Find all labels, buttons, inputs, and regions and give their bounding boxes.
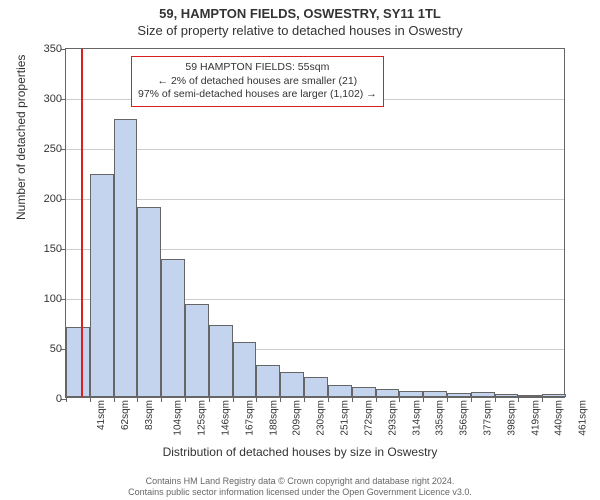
xtick-mark bbox=[233, 397, 234, 402]
histogram-bar bbox=[304, 377, 328, 397]
ytick-label: 0 bbox=[56, 393, 62, 405]
xtick-label: 62sqm bbox=[120, 400, 131, 430]
xtick-mark bbox=[209, 397, 210, 402]
annotation-box: 59 HAMPTON FIELDS: 55sqm← 2% of detached… bbox=[131, 56, 384, 107]
xtick-label: 83sqm bbox=[144, 400, 155, 430]
histogram-bar bbox=[495, 394, 519, 397]
histogram-bar bbox=[209, 325, 233, 397]
xtick-label: 230sqm bbox=[316, 400, 327, 436]
xtick-mark bbox=[161, 397, 162, 402]
xtick-label: 293sqm bbox=[387, 400, 398, 436]
annotation-line-2: ← 2% of detached houses are smaller (21) bbox=[138, 75, 377, 89]
ytick-label: 350 bbox=[44, 43, 62, 55]
xtick-label: 272sqm bbox=[363, 400, 374, 436]
histogram-bar bbox=[137, 207, 161, 397]
copyright-footer: Contains HM Land Registry data © Crown c… bbox=[0, 476, 600, 499]
histogram-bar bbox=[114, 119, 138, 397]
gridline bbox=[66, 199, 564, 200]
xtick-label: 461sqm bbox=[578, 400, 589, 436]
xtick-label: 251sqm bbox=[340, 400, 351, 436]
xtick-label: 125sqm bbox=[197, 400, 208, 436]
histogram-bar bbox=[90, 174, 114, 397]
xtick-mark bbox=[376, 397, 377, 402]
xtick-mark bbox=[328, 397, 329, 402]
xtick-label: 335sqm bbox=[435, 400, 446, 436]
xtick-label: 398sqm bbox=[506, 400, 517, 436]
xtick-mark bbox=[280, 397, 281, 402]
page-title: 59, HAMPTON FIELDS, OSWESTRY, SY11 1TL bbox=[0, 0, 600, 21]
histogram-bar bbox=[399, 391, 423, 397]
histogram-bar bbox=[471, 392, 495, 397]
xtick-label: 314sqm bbox=[411, 400, 422, 436]
histogram-bar bbox=[280, 372, 304, 397]
xtick-label: 188sqm bbox=[268, 400, 279, 436]
histogram-bar bbox=[542, 394, 566, 397]
subtitle: Size of property relative to detached ho… bbox=[0, 21, 600, 38]
histogram-bar bbox=[256, 365, 280, 397]
x-axis-label: Distribution of detached houses by size … bbox=[0, 445, 600, 459]
reference-line bbox=[81, 49, 83, 397]
footer-line-2: Contains public sector information licen… bbox=[0, 487, 600, 498]
ytick-label: 100 bbox=[44, 293, 62, 305]
xtick-mark bbox=[471, 397, 472, 402]
ytick-label: 50 bbox=[50, 343, 62, 355]
xtick-mark bbox=[447, 397, 448, 402]
xtick-mark bbox=[304, 397, 305, 402]
xtick-label: 146sqm bbox=[221, 400, 232, 436]
ytick-label: 200 bbox=[44, 193, 62, 205]
xtick-label: 440sqm bbox=[554, 400, 565, 436]
xtick-mark bbox=[114, 397, 115, 402]
annotation-line-1: 59 HAMPTON FIELDS: 55sqm bbox=[138, 61, 377, 75]
xtick-mark bbox=[185, 397, 186, 402]
histogram-bar bbox=[518, 395, 542, 397]
xtick-label: 41sqm bbox=[96, 400, 107, 430]
histogram-bar bbox=[161, 259, 185, 397]
histogram-bar bbox=[328, 385, 352, 397]
histogram-chart: 05010015020025030035041sqm62sqm83sqm104s… bbox=[65, 48, 565, 398]
xtick-mark bbox=[352, 397, 353, 402]
xtick-mark bbox=[256, 397, 257, 402]
histogram-bar bbox=[423, 391, 447, 397]
xtick-label: 377sqm bbox=[483, 400, 494, 436]
y-axis-label: Number of detached properties bbox=[14, 55, 28, 220]
xtick-mark bbox=[399, 397, 400, 402]
ytick-label: 150 bbox=[44, 243, 62, 255]
xtick-label: 104sqm bbox=[173, 400, 184, 436]
histogram-bar bbox=[185, 304, 209, 397]
xtick-mark bbox=[66, 397, 67, 402]
histogram-bar bbox=[233, 342, 257, 397]
histogram-bar bbox=[352, 387, 376, 397]
xtick-mark bbox=[518, 397, 519, 402]
ytick-label: 300 bbox=[44, 93, 62, 105]
xtick-mark bbox=[495, 397, 496, 402]
xtick-label: 209sqm bbox=[292, 400, 303, 436]
histogram-bar bbox=[447, 393, 471, 397]
xtick-label: 419sqm bbox=[530, 400, 541, 436]
xtick-label: 356sqm bbox=[459, 400, 470, 436]
xtick-mark bbox=[90, 397, 91, 402]
histogram-bar bbox=[66, 327, 90, 397]
footer-line-1: Contains HM Land Registry data © Crown c… bbox=[0, 476, 600, 487]
xtick-label: 167sqm bbox=[244, 400, 255, 436]
ytick-label: 250 bbox=[44, 143, 62, 155]
xtick-mark bbox=[542, 397, 543, 402]
annotation-line-3: 97% of semi-detached houses are larger (… bbox=[138, 88, 377, 102]
histogram-bar bbox=[376, 389, 400, 397]
xtick-mark bbox=[137, 397, 138, 402]
xtick-mark bbox=[423, 397, 424, 402]
gridline bbox=[66, 149, 564, 150]
